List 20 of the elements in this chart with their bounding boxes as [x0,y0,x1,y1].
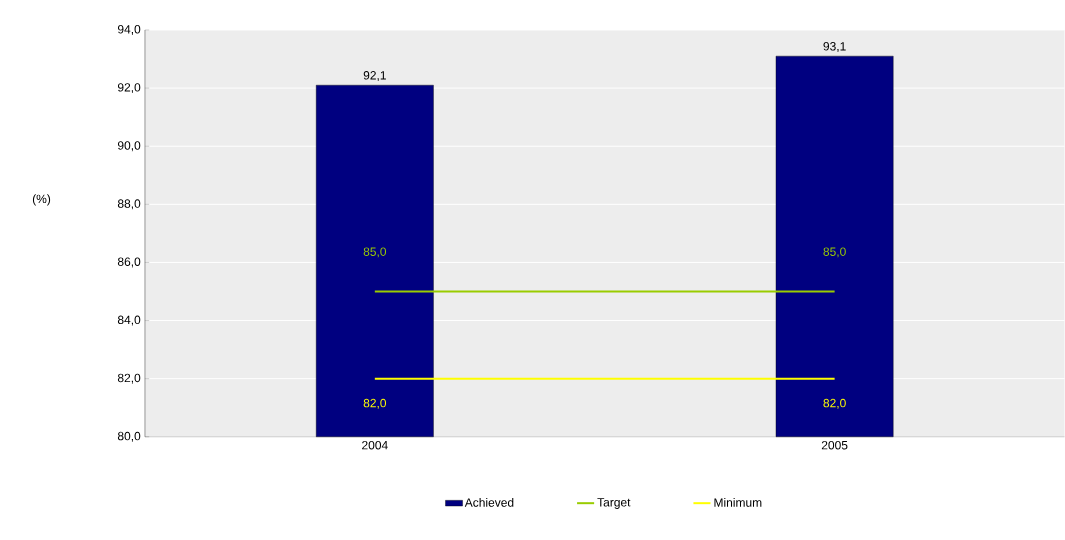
y-tick-label: 94,0 [117,25,141,36]
text: (%) [32,194,51,206]
y-tick-label: 86,0 [117,257,141,268]
y-tick-label: 90,0 [117,141,141,152]
data-label: 82,0 [823,398,846,409]
data-label: 92,1 [363,71,386,82]
data-label: 93,1 [823,42,846,53]
x-tick-label: 2005 [821,441,848,450]
y-tick-label: 84,0 [117,315,141,326]
legend-label: Achieved [464,498,514,507]
data-label: 82,0 [363,398,387,409]
data-label: 85,0 [823,247,846,258]
y-tick-label: 80,0 [117,431,141,442]
data-label: 85,0 [363,247,387,258]
y-tick-label: 82,0 [117,373,141,384]
legend-label: Minimum [714,498,762,507]
legend-label: Target [597,498,631,510]
x-tick-label: 2004 [362,441,388,450]
y-tick-label: 92,0 [117,83,141,94]
y-tick-label: 88,0 [117,199,141,210]
